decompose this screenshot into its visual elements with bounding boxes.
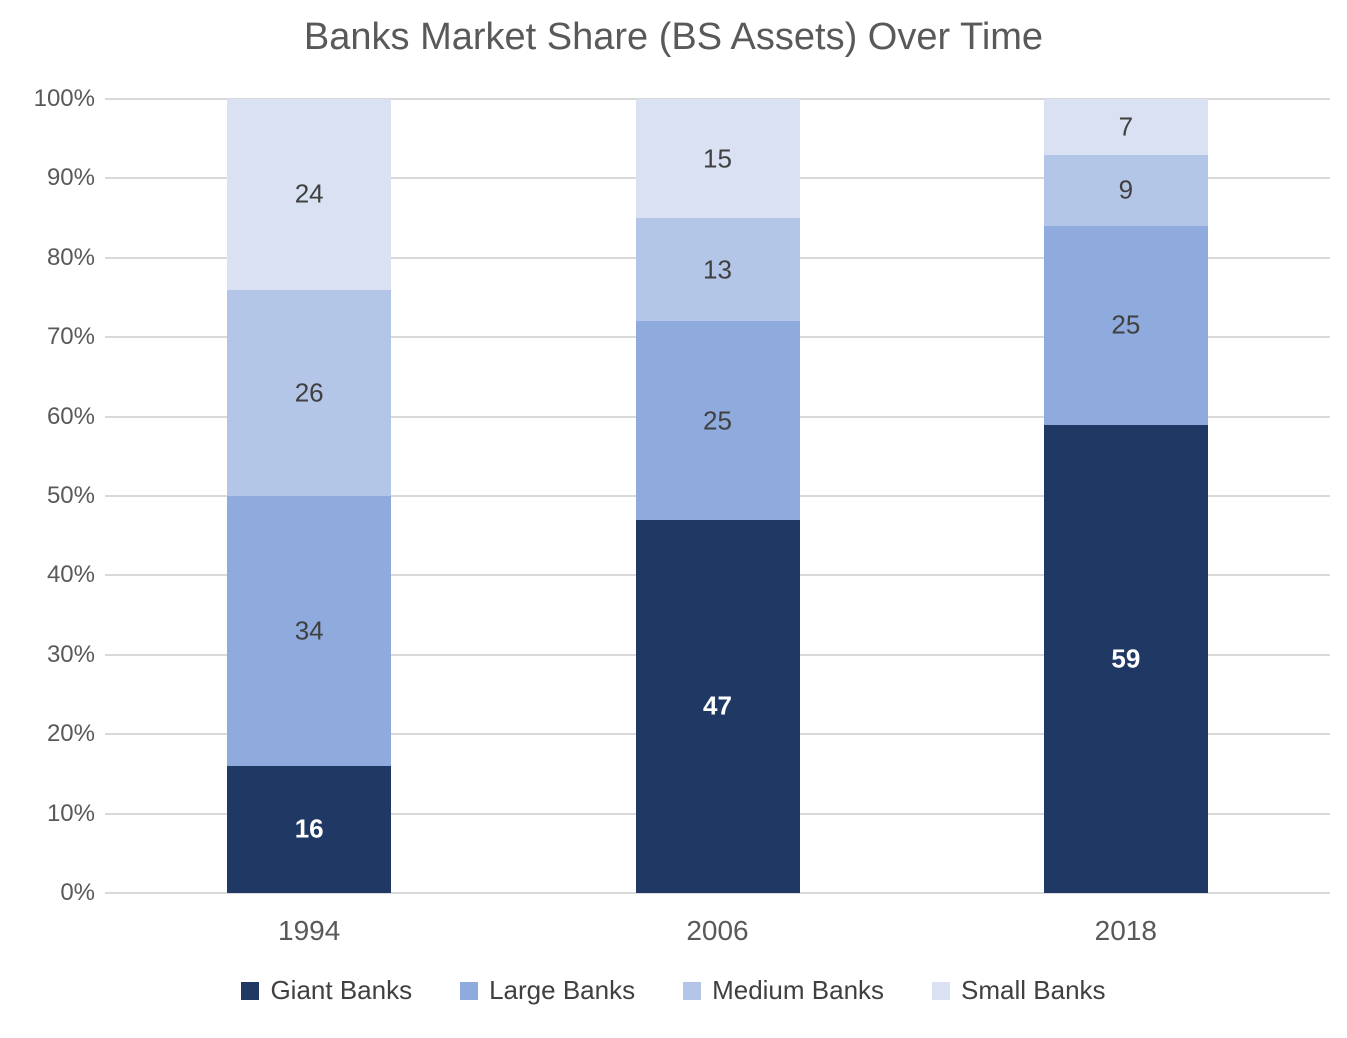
- y-tick-label: 70%: [46, 323, 95, 351]
- bars: 16 34 26 24 47 25 13 15 59 25 9 7: [105, 99, 1330, 893]
- segment-giant-banks-2018: 59: [1043, 424, 1208, 893]
- y-tick-label: 10%: [46, 799, 95, 827]
- legend-label: Medium Banks: [712, 975, 885, 1005]
- chart-title: Banks Market Share (BS Assets) Over Time: [303, 16, 1044, 58]
- plot-area: 16 34 26 24 47 25 13 15 59 25 9 7: [105, 98, 1330, 894]
- data-label: 7: [1118, 111, 1134, 142]
- segment-giant-banks-1994: 16: [227, 765, 392, 893]
- segment-giant-banks-2006: 47: [635, 519, 800, 893]
- legend-label: Giant Banks: [270, 975, 413, 1005]
- legend-swatch-medium-banks: [683, 981, 702, 1000]
- segment-small-banks-2006: 15: [635, 99, 800, 219]
- data-label: 9: [1118, 174, 1134, 205]
- data-label: 34: [294, 615, 324, 646]
- segment-small-banks-1994: 24: [227, 99, 392, 290]
- y-tick-label: 20%: [46, 720, 95, 748]
- segment-medium-banks-2018: 9: [1043, 154, 1208, 227]
- data-label: 13: [703, 254, 732, 285]
- segment-large-banks-2006: 25: [635, 321, 800, 520]
- data-label: 25: [1111, 309, 1141, 340]
- bar-2018: 59 25 9 7: [1043, 99, 1208, 893]
- x-axis-label-2018: 2018: [1094, 915, 1157, 946]
- legend: Giant Banks Large Banks Medium Banks Small …: [0, 975, 1347, 1006]
- gridline: [105, 98, 1330, 100]
- segment-large-banks-2018: 25: [1043, 226, 1208, 425]
- legend-item-large-banks: Large Banks: [460, 975, 635, 1006]
- data-label: 59: [1111, 643, 1141, 674]
- legend-swatch-small-banks: [932, 981, 951, 1000]
- legend-label: Large Banks: [489, 975, 636, 1005]
- legend-item-small-banks: Small Banks: [932, 975, 1106, 1006]
- y-tick-label: 40%: [46, 561, 95, 589]
- data-label: 25: [703, 405, 732, 436]
- segment-small-banks-2018: 7: [1043, 99, 1208, 155]
- data-label: 26: [294, 377, 324, 408]
- legend-label: Small Banks: [961, 975, 1106, 1005]
- bar-2006: 47 25 13 15: [635, 99, 800, 893]
- y-tick-label: 90%: [46, 164, 95, 192]
- data-label: 24: [294, 178, 324, 209]
- legend-item-medium-banks: Medium Banks: [683, 975, 884, 1006]
- legend-swatch-giant-banks: [241, 981, 260, 1000]
- segment-large-banks-1994: 34: [227, 496, 392, 766]
- y-tick-label: 50%: [46, 482, 95, 509]
- x-axis-labels: 1994 2006 2018: [105, 915, 1330, 955]
- x-axis-label-2006: 2006: [686, 915, 749, 946]
- y-axis-labels: 0% 10% 20% 30% 40% 50% 60% 70% 80% 90% 100%: [0, 85, 95, 906]
- y-tick-label: 30%: [46, 640, 95, 668]
- legend-item-giant-banks: Giant Banks: [241, 975, 412, 1006]
- segment-medium-banks-2006: 13: [635, 218, 800, 322]
- segment-medium-banks-1994: 26: [227, 289, 392, 496]
- gridline: [105, 892, 1330, 894]
- legend-swatch-large-banks: [460, 981, 479, 1000]
- data-label: 47: [703, 690, 732, 721]
- data-label: 15: [703, 143, 732, 174]
- data-label: 16: [294, 813, 324, 844]
- y-tick-label: 80%: [46, 243, 95, 271]
- y-tick-label: 100%: [33, 85, 95, 112]
- y-tick-label: 60%: [46, 402, 95, 430]
- bar-1994: 16 34 26 24: [227, 99, 392, 893]
- y-tick-label: 0%: [60, 879, 95, 906]
- x-axis-label-1994: 1994: [278, 915, 341, 946]
